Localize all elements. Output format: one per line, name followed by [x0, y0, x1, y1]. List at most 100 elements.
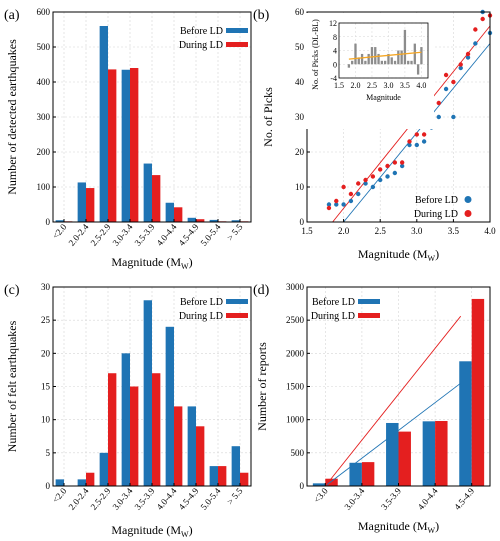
panel-c-bar-during — [196, 426, 205, 486]
panel-a-xtick-label: 5.0-5.4 — [198, 221, 222, 247]
panel-a-ytick-label: 0 — [46, 217, 51, 227]
inset-bar — [380, 60, 384, 65]
inset-xtick-label: 2.0 — [350, 81, 360, 90]
panel-b-point-before — [443, 86, 449, 92]
panel-c-ytick-label: 15 — [41, 382, 51, 392]
inset-bar — [357, 57, 360, 65]
panel-a-xtick-label: 2.5-2.9 — [88, 221, 112, 247]
panel-d-xlabel-text: Magnitude (M — [358, 519, 428, 533]
panel-a-xlabel: Magnitude (MW) — [111, 255, 192, 271]
panel-c-bar-before — [143, 300, 152, 486]
panel-c-bar-before — [55, 479, 64, 486]
inset-bar — [354, 43, 357, 65]
panel-a-legend-swatch — [226, 42, 248, 47]
panel-c-xlabel-text: Magnitude (M — [111, 523, 181, 537]
inset-bar — [416, 64, 420, 75]
inset-ytick-label: 8 — [333, 33, 337, 42]
panel-d-bar-during — [435, 420, 448, 486]
panel-c-xtick-label: 3.0-3.4 — [110, 485, 134, 511]
panel-b-point-during — [414, 132, 419, 137]
panel-b-point-during — [458, 62, 463, 67]
panel-c-xtick-label: <2.0 — [50, 485, 68, 504]
panel-b-ytick-label: 0 — [300, 217, 305, 227]
panel-c-bar-during — [86, 472, 95, 486]
panel-a-bar-before — [121, 69, 130, 222]
panel-d-fit-line — [325, 382, 461, 487]
panel-b-point-during — [385, 163, 390, 169]
panel-b-point-during — [370, 174, 376, 179]
inset-xlabel: Magnitude — [366, 93, 401, 102]
panel-letter: (b) — [253, 8, 270, 23]
panel-b-ytick-label: 20 — [295, 147, 305, 157]
panel-a-ytick-label: 500 — [37, 42, 51, 52]
panel-b-point-during — [341, 184, 346, 190]
panel-b-point-before — [356, 191, 361, 197]
panel-c-bar-during — [130, 386, 139, 486]
inset-ytick-label: 0 — [333, 60, 337, 69]
panel-c-ytick-label: 25 — [41, 315, 51, 325]
panel-b-xtick-label: 3.0 — [411, 226, 423, 236]
inset-bar — [403, 29, 407, 65]
panel-b-point-before — [341, 202, 346, 207]
inset-bar — [390, 57, 393, 65]
panel-d-bar-during — [325, 478, 338, 486]
inset-xtick-label: 2.5 — [367, 81, 377, 90]
panel-c-ytick-label: 5 — [46, 448, 51, 458]
panel-a-bar-before — [165, 202, 174, 222]
panel-b-point-during — [473, 27, 478, 32]
panel-letter: (c) — [4, 283, 20, 298]
panel-a-bar-before — [231, 220, 240, 222]
panel-c-ytick-label: 20 — [41, 348, 51, 358]
panel-b-point-during — [334, 198, 339, 204]
panel-c-bar-during — [218, 466, 227, 486]
panel-b-point-before — [421, 139, 427, 144]
panel-c-bar-before — [77, 479, 86, 486]
panel-c-bar-during — [174, 406, 183, 486]
inset-background — [306, 13, 434, 129]
panel-b-ylabel: No. of Picks — [261, 87, 275, 147]
panel-b-point-during — [480, 16, 485, 22]
panel-d-ytick-label: 2000 — [286, 348, 305, 358]
panel-c-xlabel: Magnitude (MW) — [111, 523, 192, 539]
panel-b-xtick-label: 2.5 — [375, 226, 387, 236]
panel-a-bar-before — [77, 182, 86, 222]
inset-bar — [420, 47, 423, 65]
panel-a-bar-before — [143, 163, 152, 222]
inset-bar — [377, 53, 380, 65]
panel-b-legend-label: During LD — [414, 209, 458, 220]
panel-c-xlabel-sub: W — [181, 530, 189, 539]
panel-b-xlabel-end: ) — [435, 247, 439, 261]
panel-b-point-before — [363, 181, 368, 186]
panel-b-point-before — [392, 170, 398, 176]
panel-b-point-during — [421, 132, 427, 137]
panel-a-bar-before — [187, 217, 196, 222]
panel-a-ytick-label: 100 — [37, 182, 51, 192]
inset-ytick-label: 12 — [329, 19, 337, 28]
panel-b-ytick-label: 40 — [295, 77, 305, 87]
panel-b-point-before — [458, 65, 463, 71]
panel-b-legend-label: Before LD — [415, 195, 458, 206]
panel-c-bar-before — [165, 326, 174, 486]
panel-a-legend-label: Before LD — [180, 26, 223, 37]
panel-c-xtick-label: 5.0-5.4 — [198, 485, 222, 511]
panel-b-point-during — [348, 191, 354, 197]
panel-d-legend-label: During LD — [311, 311, 355, 322]
panel-c-bar-before — [209, 466, 218, 486]
panel-b-point-during — [399, 160, 405, 165]
panel-a-bar-before — [55, 220, 64, 222]
panel-d-bar-before — [422, 421, 436, 486]
panel-b-point-before — [326, 202, 332, 207]
panel-c-legend-label: During LD — [179, 311, 223, 322]
panel-a-bar-during — [152, 175, 161, 222]
panel-c-xtick-label: 4.0-4.4 — [154, 485, 178, 511]
panel-b-xtick-label: 1.5 — [301, 226, 313, 236]
panel-c-ytick-label: 30 — [41, 282, 51, 292]
panel-b-point-before — [414, 142, 419, 148]
inset-bar — [347, 64, 351, 68]
inset-bar — [387, 53, 390, 65]
panel-d-ytick-label: 3000 — [286, 282, 305, 292]
panel-a-bar-during — [196, 219, 205, 222]
panel-d-ytick-label: 0 — [300, 481, 305, 491]
panel-b-point-before — [378, 177, 383, 183]
panel-b-point-during — [407, 139, 412, 144]
